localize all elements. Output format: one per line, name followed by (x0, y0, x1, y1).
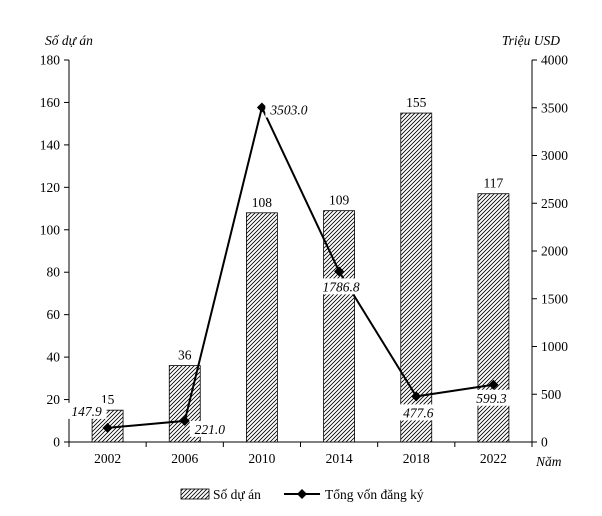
left-tick-label: 140 (40, 137, 61, 152)
legend-swatch-marker (297, 489, 307, 499)
x-tick-label: 2018 (403, 451, 430, 466)
bar-value-label: 36 (178, 348, 192, 363)
line-label-bg (471, 389, 512, 406)
bar-value-label: 117 (484, 176, 504, 191)
bar-value-label: 108 (252, 195, 273, 210)
right-tick-label: 3000 (541, 148, 568, 163)
legend-label-line: Tổng vốn đăng ký (325, 487, 424, 502)
line-value-label: 221.0 (195, 422, 226, 437)
left-tick-label: 100 (40, 222, 61, 237)
left-tick-label: 0 (53, 435, 60, 450)
left-tick-label: 180 (40, 53, 61, 68)
left-tick-label: 20 (47, 392, 61, 407)
x-tick-label: 2014 (326, 451, 353, 466)
right-tick-label: 1000 (541, 339, 568, 354)
line-point-marker (179, 415, 190, 426)
left-tick-label: 80 (47, 265, 61, 280)
x-tick-label: 2002 (94, 451, 121, 466)
right-tick-label: 500 (541, 387, 562, 402)
line-label-bg (317, 278, 365, 295)
x-tick-label: 2006 (171, 451, 198, 466)
left-axis-title: Số dự án (45, 33, 93, 48)
right-tick-label: 4000 (541, 53, 568, 68)
line-point-marker (334, 266, 345, 277)
right-tick-label: 2500 (541, 196, 568, 211)
line-point-marker (411, 391, 422, 402)
line-value-label: 147.9 (71, 404, 102, 419)
bar (246, 212, 278, 443)
line-label-bg (398, 404, 439, 421)
line-label-bg (265, 101, 313, 118)
right-tick-label: 3500 (541, 100, 568, 115)
right-tick-label: 0 (541, 435, 548, 450)
line-value-label: 3503.0 (269, 102, 307, 117)
legend-swatch-bars (180, 488, 210, 500)
x-axis-unit: Năm (535, 454, 562, 469)
right-tick-label: 1500 (541, 291, 568, 306)
line-label-bg (189, 420, 230, 437)
line-point-marker (488, 379, 499, 390)
line-value-label: 1786.8 (323, 279, 360, 294)
right-tick-label: 2000 (541, 244, 568, 259)
left-tick-label: 120 (40, 180, 61, 195)
line-label-bg (66, 402, 107, 419)
bar-value-label: 109 (329, 193, 350, 208)
series-line (107, 104, 494, 429)
bar (400, 112, 433, 443)
line-point-marker (256, 102, 267, 113)
line-value-label: 477.6 (403, 405, 434, 420)
line-point-marker (102, 422, 113, 433)
right-axis-title: Triệu USD (502, 33, 560, 48)
bar (323, 210, 355, 443)
bar-value-label: 155 (406, 95, 427, 110)
left-tick-label: 60 (47, 307, 61, 322)
left-tick-label: 160 (40, 95, 61, 110)
legend-label-bars: Số dự án (213, 487, 261, 502)
line-value-label: 599.3 (476, 391, 507, 406)
x-tick-label: 2022 (480, 451, 507, 466)
left-tick-label: 40 (47, 350, 61, 365)
x-tick-label: 2010 (248, 451, 275, 466)
